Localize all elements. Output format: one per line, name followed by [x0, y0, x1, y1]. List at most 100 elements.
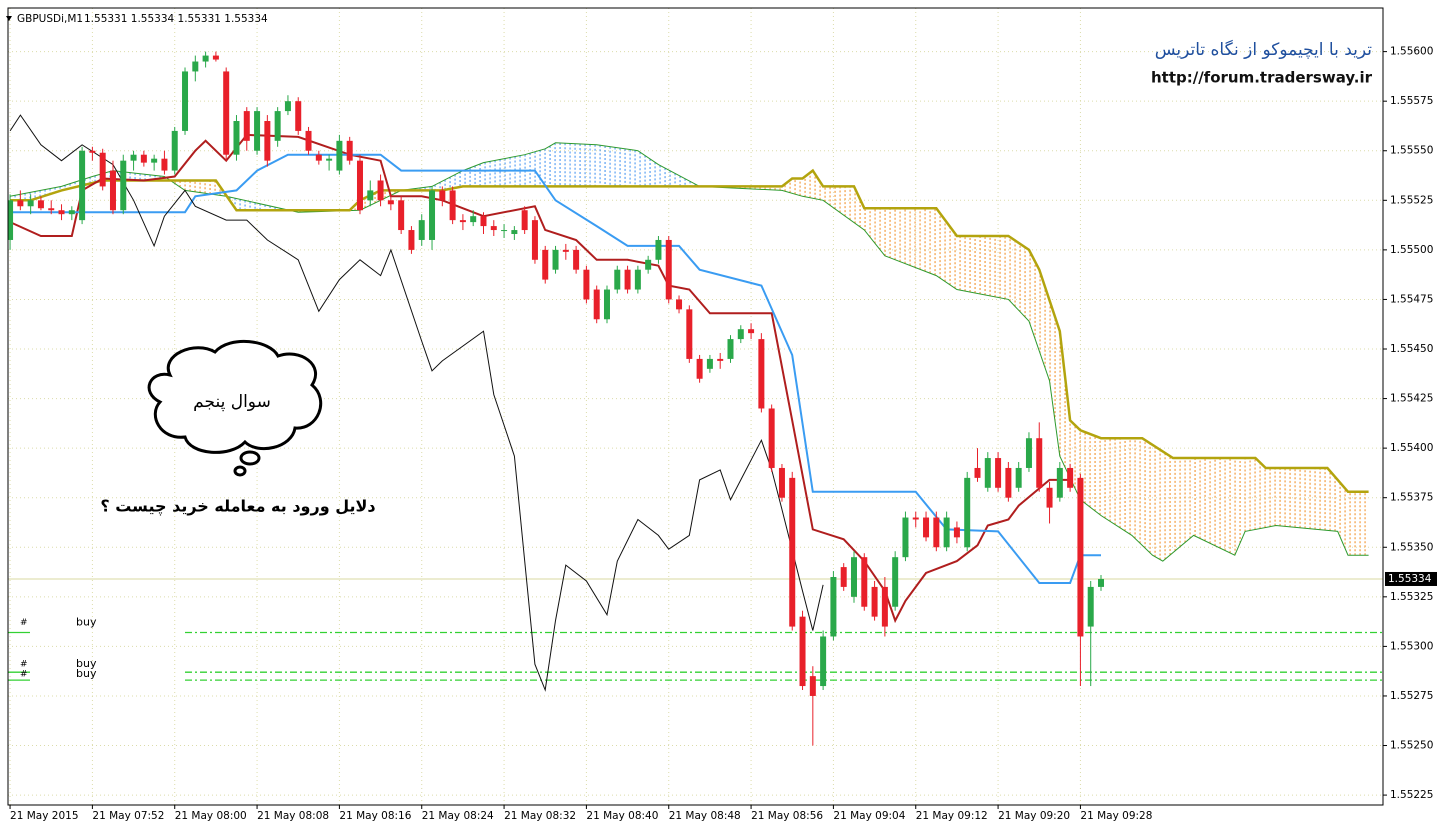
- x-tick-label: 21 May 08:40: [586, 810, 658, 822]
- candle-body: [491, 226, 497, 230]
- callout-text: سوال پنجم: [193, 392, 271, 412]
- question-text: دلایل ورود به معامله خرید چیست ؟: [100, 497, 375, 517]
- candle-body: [378, 180, 384, 200]
- order-ticket: #: [20, 618, 28, 628]
- candle-body: [480, 216, 486, 226]
- watermark-url: http://forum.tradersway.ir: [1151, 69, 1373, 87]
- candle-body: [172, 131, 178, 171]
- candle-body: [1077, 478, 1083, 637]
- candle-body: [89, 151, 95, 153]
- x-tick-label: 21 May 09:04: [833, 810, 905, 822]
- candle-body: [1047, 488, 1053, 508]
- y-tick-label: 1.55575: [1390, 95, 1433, 107]
- x-tick-label: 21 May 08:56: [751, 810, 823, 822]
- candle-body: [450, 190, 456, 220]
- candle-body: [1057, 468, 1063, 498]
- candle-body: [707, 359, 713, 369]
- candle-body: [151, 159, 157, 163]
- candle-body: [604, 290, 610, 320]
- y-tick-label: 1.55450: [1390, 343, 1433, 355]
- callout-dot: [241, 452, 259, 464]
- candle-body: [264, 121, 270, 161]
- candle-body: [439, 190, 445, 200]
- candle-body: [717, 359, 723, 361]
- candle-body: [882, 587, 888, 627]
- x-tick-label: 21 May 07:52: [92, 810, 164, 822]
- header-prices: 1.55331 1.55334 1.55331 1.55334: [84, 13, 268, 25]
- candle-body: [79, 151, 85, 220]
- candle-body: [1036, 438, 1042, 488]
- candle-body: [645, 260, 651, 270]
- candle-body: [985, 458, 991, 488]
- candle-body: [192, 62, 198, 72]
- candle-body: [635, 270, 641, 290]
- candle-body: [388, 200, 394, 204]
- x-tick-label: 21 May 08:00: [175, 810, 247, 822]
- chart: GBPUSDi,M1 1.55331 1.55334 1.55331 1.553…: [0, 0, 1439, 829]
- order-label: buy: [76, 667, 97, 680]
- candle-body: [223, 71, 229, 154]
- candle-body: [419, 220, 425, 240]
- candle-body: [511, 230, 517, 234]
- candle-body: [182, 71, 188, 130]
- candle-body: [851, 557, 857, 597]
- candle-body: [38, 200, 44, 208]
- y-tick-label: 1.55275: [1390, 690, 1433, 702]
- x-tick-label: 21 May 08:32: [504, 810, 576, 822]
- x-tick-label: 21 May 09:12: [916, 810, 988, 822]
- order-ticket: #: [20, 670, 28, 680]
- candle-body: [676, 299, 682, 309]
- candle-body: [532, 220, 538, 260]
- candle-body: [923, 518, 929, 538]
- y-tick-label: 1.55475: [1390, 293, 1433, 305]
- x-tick-label: 21 May 09:28: [1080, 810, 1152, 822]
- candle-body: [553, 250, 559, 270]
- candle-body: [779, 468, 785, 498]
- candle-body: [460, 220, 466, 222]
- x-tick-label: 21 May 08:16: [339, 810, 411, 822]
- candle-body: [326, 159, 332, 161]
- y-tick-label: 1.55350: [1390, 541, 1433, 553]
- candle-body: [769, 408, 775, 467]
- candle-body: [954, 527, 960, 537]
- candle-body: [995, 458, 1001, 488]
- candle-body: [398, 200, 404, 230]
- y-tick-label: 1.55225: [1390, 789, 1433, 801]
- candle-body: [522, 210, 528, 230]
- candle-body: [1005, 468, 1011, 498]
- candle-body: [573, 250, 579, 270]
- candle-body: [655, 240, 661, 260]
- candle-body: [727, 339, 733, 359]
- candle-body: [285, 101, 291, 111]
- x-tick-label: 21 May 08:08: [257, 810, 329, 822]
- candle-body: [861, 557, 867, 607]
- candle-body: [944, 518, 950, 548]
- candle-body: [820, 636, 826, 686]
- candle-body: [625, 270, 631, 290]
- candle-body: [48, 208, 54, 210]
- candle-body: [686, 309, 692, 359]
- candle-body: [748, 329, 754, 333]
- candle-body: [800, 617, 806, 686]
- candle-body: [203, 56, 209, 62]
- candle-body: [295, 101, 301, 131]
- candle-body: [830, 577, 836, 636]
- y-tick-label: 1.55525: [1390, 194, 1433, 206]
- candle-body: [59, 210, 65, 214]
- candle-body: [1016, 468, 1022, 488]
- candle-body: [254, 111, 260, 151]
- candle-body: [913, 518, 919, 520]
- callout-dot: [235, 467, 245, 475]
- symbol: GBPUSDi,M1: [17, 13, 83, 25]
- candle-body: [470, 216, 476, 222]
- candle-body: [583, 270, 589, 300]
- current-price-label: 1.55334: [1388, 573, 1432, 585]
- candle-body: [367, 190, 373, 200]
- candle-body: [964, 478, 970, 547]
- candle-body: [666, 240, 672, 299]
- candle-body: [974, 468, 980, 478]
- candle-body: [347, 141, 353, 161]
- y-tick-label: 1.55500: [1390, 244, 1433, 256]
- candle-body: [275, 111, 281, 141]
- candle-body: [697, 359, 703, 379]
